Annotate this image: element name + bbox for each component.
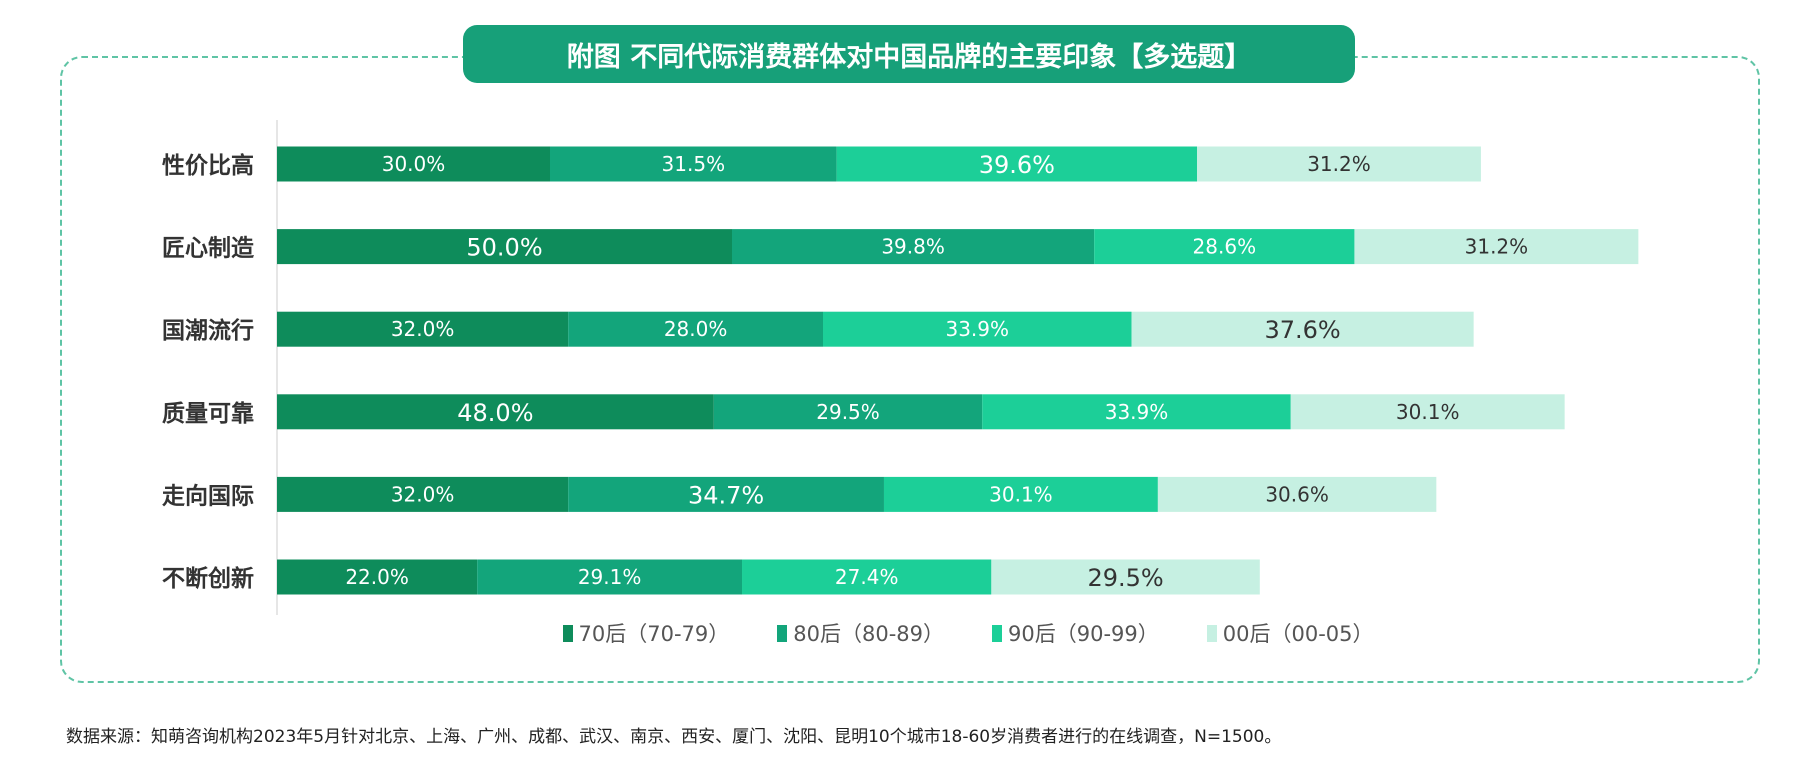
data-label: 31.2% <box>1307 152 1371 176</box>
bar-segment <box>1197 146 1481 182</box>
bar-segment <box>277 559 478 595</box>
legend-swatch <box>992 624 1002 642</box>
legend-label: 80后（80-89） <box>793 622 944 646</box>
category-label: 国潮流行 <box>162 317 254 344</box>
bar-segment <box>742 559 992 595</box>
category-label: 走向国际 <box>162 482 254 509</box>
data-label: 34.7% <box>688 481 764 509</box>
bar-segment <box>1290 394 1565 430</box>
category-label: 性价比高 <box>162 152 254 179</box>
source-note: 数据来源：知萌咨询机构2023年5月针对北京、上海、广州、成都、武汉、南京、西安… <box>66 727 1282 747</box>
legend-swatch <box>777 624 788 642</box>
legend-item: 90后（90-99） <box>992 618 1159 648</box>
data-label: 33.9% <box>945 317 1009 341</box>
chart-title: 附图 不同代际消费群体对中国品牌的主要印象【多选题】 <box>463 25 1355 83</box>
bar-segment <box>823 311 1132 347</box>
data-label: 29.1% <box>578 565 642 589</box>
bar-segment <box>277 229 732 265</box>
bar-segment <box>277 394 714 430</box>
data-label: 30.6% <box>1265 482 1329 506</box>
bar-segment <box>713 394 983 430</box>
data-label: 39.6% <box>979 151 1055 179</box>
bar-segment <box>1157 476 1437 512</box>
bar-segment <box>277 476 569 512</box>
data-label: 33.9% <box>1105 400 1169 424</box>
data-label: 22.0% <box>345 565 409 589</box>
data-label: 48.0% <box>457 399 533 427</box>
bar-segment <box>1354 229 1639 265</box>
data-label: 29.5% <box>1087 564 1163 592</box>
data-label: 32.0% <box>391 482 455 506</box>
category-label: 不断创新 <box>162 565 254 592</box>
bar-segment <box>732 229 1095 265</box>
data-label: 39.8% <box>881 235 945 259</box>
data-label: 30.1% <box>1396 400 1460 424</box>
bar-segment <box>991 559 1260 595</box>
data-label: 29.5% <box>816 400 880 424</box>
data-label: 27.4% <box>835 565 899 589</box>
data-label: 28.0% <box>664 317 728 341</box>
data-label: 31.2% <box>1465 235 1529 259</box>
data-label: 32.0% <box>391 317 455 341</box>
legend-item: 80后（80-89） <box>777 618 944 648</box>
data-label: 50.0% <box>466 234 542 262</box>
bar-segment <box>477 559 743 595</box>
data-label: 31.5% <box>662 152 726 176</box>
bar-segment <box>277 146 550 182</box>
bar-segment <box>1131 311 1474 347</box>
data-label: 30.1% <box>989 482 1053 506</box>
bar-segment <box>982 394 1291 430</box>
data-label: 37.6% <box>1264 316 1340 344</box>
bar-segment <box>883 476 1158 512</box>
bar-segment <box>568 476 884 512</box>
legend-item: 00后（00-05） <box>1206 618 1374 648</box>
legend-label: 70后（70-79） <box>578 622 730 646</box>
bar-segment <box>277 311 569 347</box>
data-label: 28.6% <box>1193 235 1257 259</box>
category-label: 匠心制造 <box>162 236 255 262</box>
bar-segment <box>836 146 1198 182</box>
bar-segment <box>1094 229 1355 265</box>
data-label: 30.0% <box>382 152 446 176</box>
bar-segment <box>568 311 823 347</box>
legend-swatch <box>562 624 573 642</box>
legend-label: 90后（90-99） <box>1008 622 1159 646</box>
legend-label: 00后（00-05） <box>1222 622 1374 646</box>
legend: 70后（70-79） 80后（80-89） 90后（90-99） 00后（00-05） <box>0 618 1816 648</box>
bar-segment <box>550 146 837 182</box>
legend-item: 70后（70-79） <box>562 618 730 648</box>
legend-swatch <box>1206 624 1217 642</box>
category-label: 质量可靠 <box>162 401 254 427</box>
